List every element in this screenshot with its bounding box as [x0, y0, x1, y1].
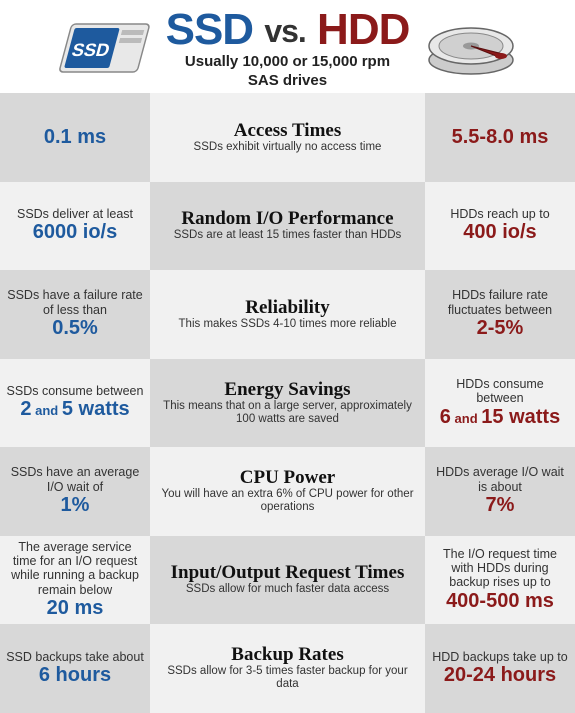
category-energy-desc: This means that on a large server, appro…: [156, 400, 419, 426]
hdd-randomio-cell: HDDs reach up to 400 io/s: [425, 182, 575, 271]
hdd-backup-lead: HDD backups take up to: [432, 650, 568, 664]
hdd-access-value: 5.5-8.0 ms: [452, 126, 549, 149]
hdd-reliability-value: 2-5%: [477, 317, 524, 340]
category-energy: Energy Savings This means that on a larg…: [150, 359, 425, 448]
ssd-iorequest-lead: The average service time for an I/O requ…: [6, 540, 144, 598]
category-cpu-desc: You will have an extra 6% of CPU power f…: [156, 488, 419, 514]
hdd-icon: [421, 16, 521, 81]
title-hdd: HDD: [317, 5, 409, 54]
category-backup-desc: SSDs allow for 3-5 times faster backup f…: [156, 665, 419, 691]
category-access-title: Access Times: [234, 121, 341, 140]
category-backup-title: Backup Rates: [231, 645, 343, 664]
ssd-backup-cell: SSD backups take about 6 hours: [0, 624, 150, 713]
category-randomio: Random I/O Performance SSDs are at least…: [150, 182, 425, 271]
hdd-cpu-lead: HDDs average I/O wait is about: [431, 465, 569, 494]
hdd-energy-cell: HDDs consume between 6 and 15 watts: [425, 359, 575, 448]
hdd-iorequest-cell: The I/O request time with HDDs during ba…: [425, 536, 575, 625]
hdd-energy-value: 6 and 15 watts: [440, 406, 560, 429]
hdd-iorequest-value: 400-500 ms: [446, 590, 554, 613]
title-block: SSD vs. HDD Usually 10,000 or 15,000 rpm…: [166, 8, 410, 89]
ssd-cpu-value: 1%: [61, 494, 90, 517]
hdd-energy-lead: HDDs consume between: [431, 377, 569, 406]
ssd-iorequest-value: 20 ms: [47, 597, 104, 620]
ssd-energy-lead: SSDs consume between: [7, 384, 144, 398]
title-vs: vs.: [264, 13, 305, 49]
ssd-energy-value: 2 and 5 watts: [20, 398, 129, 421]
category-reliability-desc: This makes SSDs 4-10 times more reliable: [179, 318, 397, 331]
hdd-access-cell: 5.5-8.0 ms: [425, 93, 575, 182]
category-randomio-desc: SSDs are at least 15 times faster than H…: [174, 229, 402, 242]
ssd-backup-value: 6 hours: [39, 664, 111, 687]
subtitle-line2: SAS drives: [166, 73, 410, 90]
category-access: Access Times SSDs exhibit virtually no a…: [150, 93, 425, 182]
ssd-access-value: 0.1 ms: [44, 126, 106, 149]
svg-text:SSD: SSD: [69, 39, 112, 60]
category-energy-title: Energy Savings: [224, 380, 350, 399]
ssd-energy-cell: SSDs consume between 2 and 5 watts: [0, 359, 150, 448]
category-iorequest-title: Input/Output Request Times: [171, 563, 405, 582]
infographic: SSD SSD vs. HDD Usually 10,000 or 15,000…: [0, 0, 575, 574]
ssd-access-cell: 0.1 ms: [0, 93, 150, 182]
ssd-randomio-cell: SSDs deliver at least 6000 io/s: [0, 182, 150, 271]
ssd-reliability-cell: SSDs have a failure rate of less than 0.…: [0, 270, 150, 359]
subtitle-line1: Usually 10,000 or 15,000 rpm: [166, 54, 410, 71]
ssd-reliability-value: 0.5%: [52, 317, 98, 340]
ssd-cpu-cell: SSDs have an average I/O wait of 1%: [0, 447, 150, 536]
hdd-reliability-lead: HDDs failure rate fluctuates between: [431, 288, 569, 317]
ssd-iorequest-cell: The average service time for an I/O requ…: [0, 536, 150, 625]
category-randomio-title: Random I/O Performance: [181, 209, 393, 228]
ssd-icon: SSD: [54, 16, 154, 81]
ssd-reliability-lead: SSDs have a failure rate of less than: [6, 288, 144, 317]
hdd-randomio-lead: HDDs reach up to: [450, 207, 549, 221]
hdd-randomio-value: 400 io/s: [463, 221, 536, 244]
ssd-cpu-lead: SSDs have an average I/O wait of: [6, 465, 144, 494]
ssd-backup-lead: SSD backups take about: [6, 650, 144, 664]
title-ssd: SSD: [166, 5, 253, 54]
hdd-backup-value: 20-24 hours: [444, 664, 556, 687]
hdd-backup-cell: HDD backups take up to 20-24 hours: [425, 624, 575, 713]
main-title: SSD vs. HDD: [166, 8, 410, 52]
hdd-cpu-cell: HDDs average I/O wait is about 7%: [425, 447, 575, 536]
ssd-randomio-lead: SSDs deliver at least: [17, 207, 133, 221]
header: SSD SSD vs. HDD Usually 10,000 or 15,000…: [0, 0, 575, 93]
hdd-iorequest-lead: The I/O request time with HDDs during ba…: [431, 547, 569, 590]
comparison-grid: 0.1 ms Access Times SSDs exhibit virtual…: [0, 93, 575, 713]
ssd-randomio-value: 6000 io/s: [33, 221, 118, 244]
category-reliability-title: Reliability: [245, 298, 329, 317]
category-cpu: CPU Power You will have an extra 6% of C…: [150, 447, 425, 536]
hdd-cpu-value: 7%: [486, 494, 515, 517]
category-reliability: Reliability This makes SSDs 4-10 times m…: [150, 270, 425, 359]
category-access-desc: SSDs exhibit virtually no access time: [194, 141, 382, 154]
hdd-reliability-cell: HDDs failure rate fluctuates between 2-5…: [425, 270, 575, 359]
category-iorequest-desc: SSDs allow for much faster data access: [186, 583, 389, 596]
category-cpu-title: CPU Power: [240, 468, 336, 487]
category-iorequest: Input/Output Request Times SSDs allow fo…: [150, 536, 425, 625]
category-backup: Backup Rates SSDs allow for 3-5 times fa…: [150, 624, 425, 713]
